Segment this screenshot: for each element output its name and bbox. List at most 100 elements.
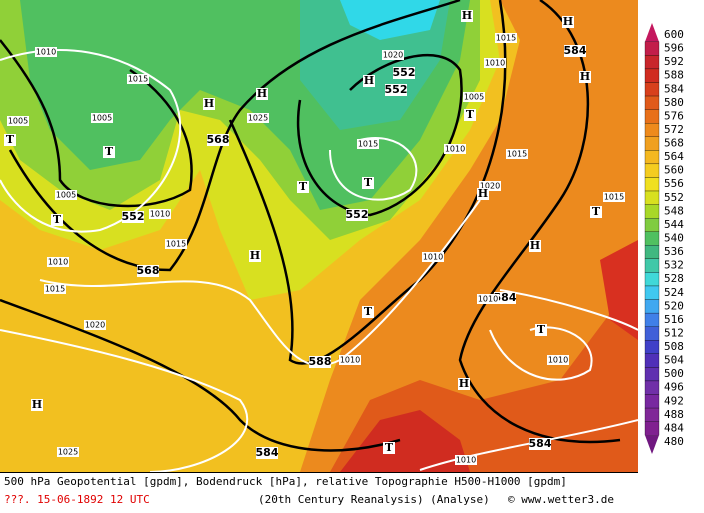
colorbar-tick-label: 504 [664,354,684,367]
isobar-label-box [165,239,187,249]
colorbar-cell [644,231,660,246]
pressure-center-box [477,188,489,200]
pressure-center: T [6,133,15,146]
pressure-center-box [4,134,16,146]
colorbar-cell [644,150,660,165]
pressure-center: H [478,187,488,200]
geopotential-label: 552 [346,208,369,221]
isobar-label-box [84,320,106,330]
colorbar-tick-label: 584 [664,82,684,95]
geopotential-label-box [564,45,586,57]
colorbar-tick-label: 500 [664,367,684,380]
pressure-center-box [461,10,473,22]
pressure-center: T [53,213,62,226]
colorbar-cell [644,394,660,409]
colorbar-cell [644,245,660,260]
colorbar-tick-label: 544 [664,218,684,231]
colorbar-cell [644,82,660,97]
colorbar-tick-label: 480 [664,435,684,448]
isobar-label-box [455,455,477,465]
pressure-center: H [563,15,573,28]
colorbar-tick-label: 496 [664,381,684,394]
colorbar-tick-label: 592 [664,55,684,68]
isobar-label-box [506,149,528,159]
geopotential-label-box [207,134,229,146]
geopotential-label-box [393,67,415,79]
isobar-label-box [444,144,466,154]
colorbar-tick-label: 560 [664,164,684,177]
isobar-label: 1015 [128,75,148,84]
isobar-label-box [44,284,66,294]
isobar-label: 1010 [48,258,68,267]
pressure-center: T [105,145,114,158]
isobar-label-box [547,355,569,365]
isobar-label-box [484,58,506,68]
colorbar-tick-label: 568 [664,137,684,150]
colorbar-cell [644,41,660,56]
colorbar-cell [644,217,660,232]
pressure-center-box [51,214,63,226]
isobar-label-box [463,92,485,102]
pressure-center-box [297,181,309,193]
colorbar-tick-label: 524 [664,286,684,299]
map-field [0,0,639,473]
geopotential-label-box [122,211,144,223]
isobar-label: 1020 [383,51,403,60]
colorbar-cell [644,109,660,124]
colorbar-cell [644,136,660,151]
colorbar-tick-label: 580 [664,96,684,109]
isobar-label: 1010 [36,48,56,57]
colorbar-tick-label: 532 [664,259,684,272]
isobar-label-box [477,294,499,304]
pressure-center: H [580,70,590,83]
isobar-label-box [479,181,501,191]
colorbar-cell [644,367,660,382]
colorbar-cell [644,95,660,110]
colorbar-cell [644,68,660,83]
colorbar-tick-label: 600 [664,28,684,41]
pressure-center-box [458,378,470,390]
geopotential-label-box [256,447,278,459]
colorbar-tick-label: 576 [664,109,684,122]
colorbar-tick-label: 572 [664,123,684,136]
isobar-label: 1010 [485,59,505,68]
colorbar-tick-label: 520 [664,299,684,312]
pressure-center-box [362,306,374,318]
isobar-label: 1025 [248,114,268,123]
footer-date: ???. 15-06-1892 12 UTC [4,493,150,506]
isobar-label: 1015 [496,34,516,43]
colorbar-cell [644,190,660,205]
colorbar-tick-label: 488 [664,408,684,421]
colorbar-cell [644,312,660,327]
isobar-label: 1010 [423,253,443,262]
colorbar-tick-label: 548 [664,204,684,217]
colorbar-tick-label: 492 [664,394,684,407]
isobar-label: 1020 [480,182,500,191]
colorbar-tick-label: 552 [664,191,684,204]
colorbar-cell [644,353,660,368]
pressure-center: H [257,87,267,100]
colorbar-tick-label: 556 [664,177,684,190]
geopotential-label: 588 [309,355,332,368]
isobar-label: 1005 [8,117,28,126]
geopotential-label: 584 [494,291,517,304]
isobar-label-box [603,192,625,202]
colorbar-cell [644,340,660,354]
pressure-center: T [364,176,373,189]
pressure-center-box [535,324,547,336]
pressure-center: T [299,180,308,193]
geopotential-label: 584 [256,446,279,459]
pressure-center: H [462,9,472,22]
colorbar-cell [644,326,660,341]
colorbar-tick-label: 508 [664,340,684,353]
pressure-center: T [537,323,546,336]
colorbar-tick-label: 596 [664,42,684,55]
pressure-center-box [31,399,43,411]
isobar-label: 1015 [166,240,186,249]
colorbar-cell [645,23,659,42]
footer-credit: © www.wetter3.de [508,493,614,506]
colorbar-tick-label: 536 [664,245,684,258]
isobar-label: 1015 [604,193,624,202]
isobar-label: 1005 [92,114,112,123]
